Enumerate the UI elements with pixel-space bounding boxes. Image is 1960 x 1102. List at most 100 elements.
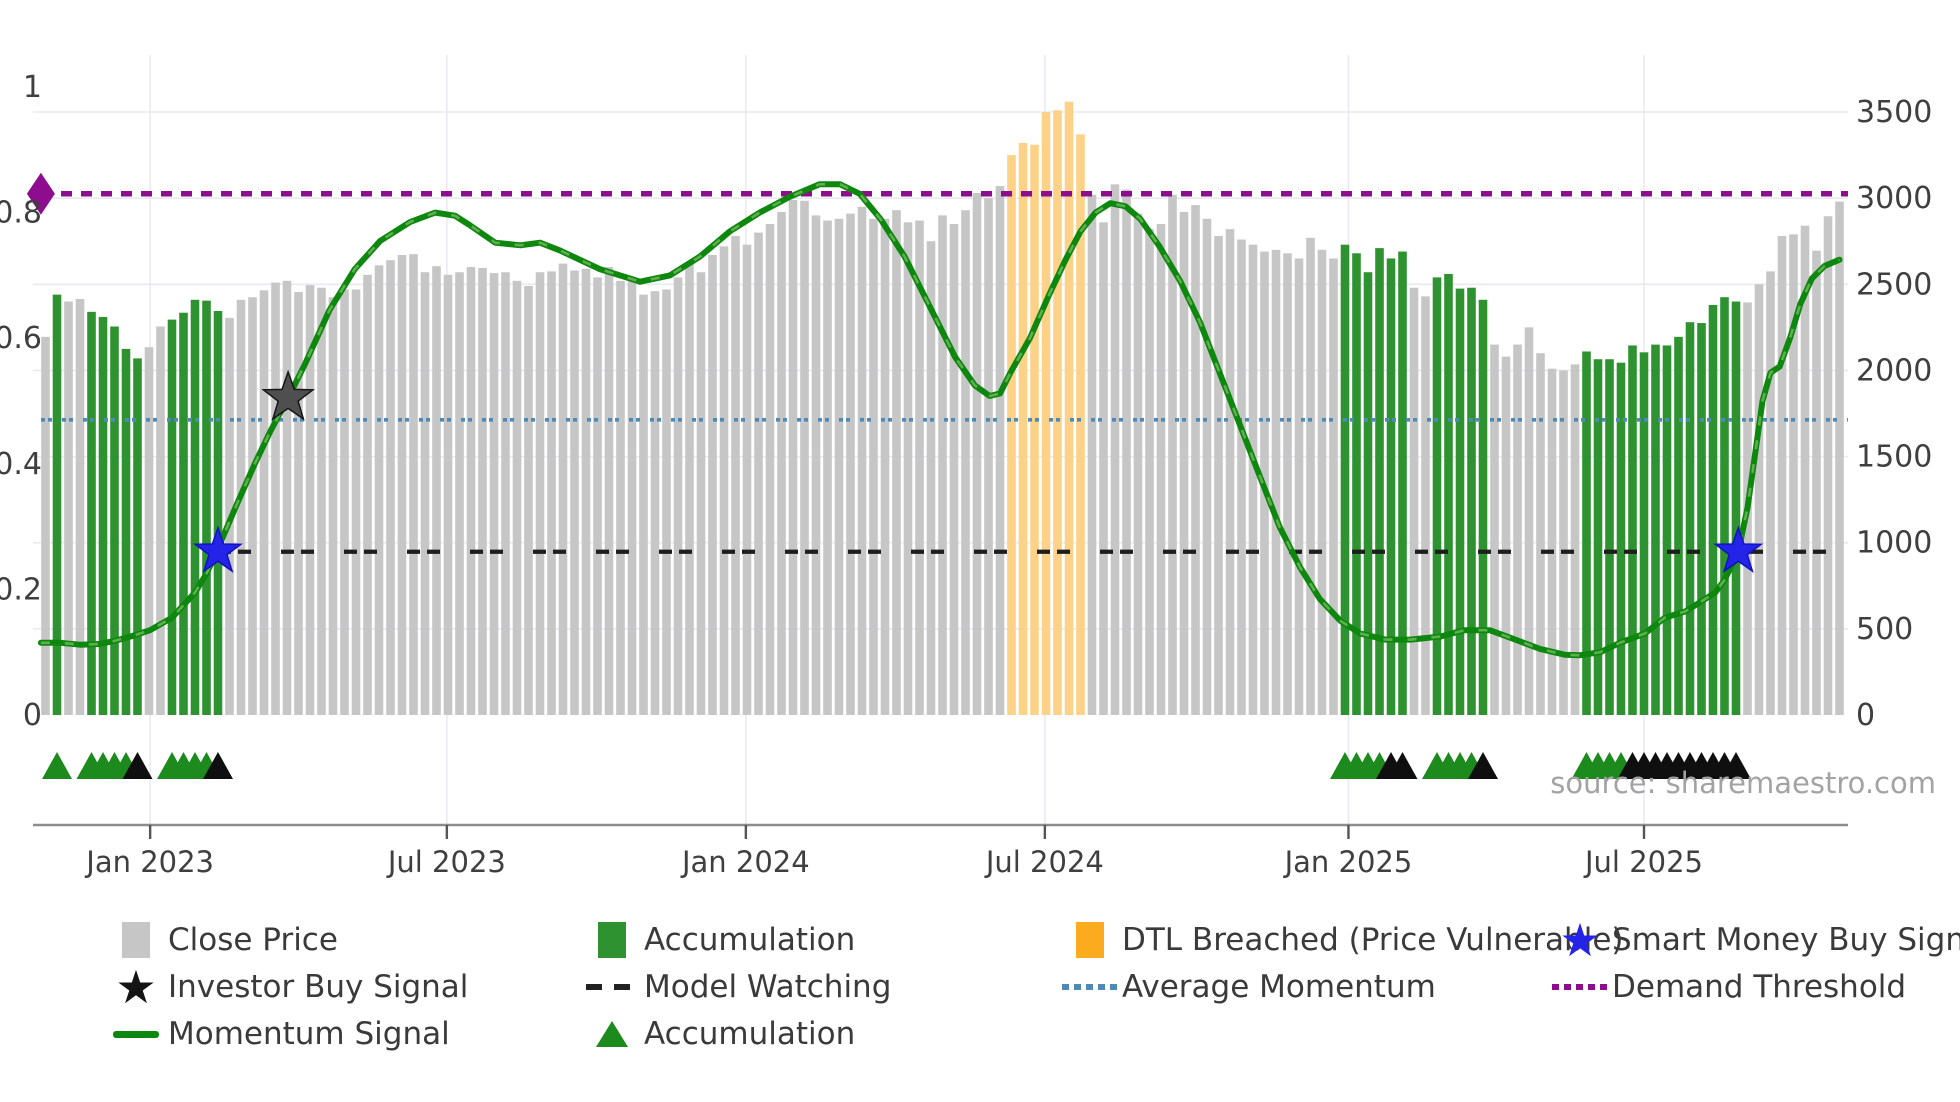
legend-item-momentum-signal: Momentum Signal [104, 1014, 468, 1054]
star-icon: ★ [1559, 913, 1601, 967]
y-axis-left-tick-label: 0.8 [0, 196, 42, 231]
triangle-icon [580, 1021, 644, 1047]
x-axis-tick-label: Jul 2023 [386, 845, 506, 879]
close-price-bar [1547, 368, 1557, 715]
legend-label: DTL Breached (Price Vulnerable) [1122, 922, 1624, 958]
accumulation-bar [1398, 251, 1407, 715]
x-axis-tick-label: Jan 2024 [680, 845, 810, 879]
close-price-bar [478, 267, 487, 715]
legend-column-2: Accumulation Model Watching Accumulation [580, 920, 891, 1054]
legend-label: Accumulation [644, 922, 856, 958]
close-price-bar [938, 215, 947, 715]
accumulation-bar [1582, 351, 1591, 715]
close-price-bar [995, 186, 1005, 715]
close-price-bar [328, 297, 338, 715]
close-price-bar [1490, 344, 1499, 715]
close-price-bar [1812, 250, 1821, 715]
close-price-bar [880, 218, 890, 715]
close-price-bar [616, 280, 625, 715]
x-axis-tick-label: Jan 2023 [84, 845, 214, 879]
close-price-bar [259, 290, 269, 715]
close-price-bar [1191, 205, 1200, 715]
legend-item-accumulation-bars: Accumulation [580, 920, 891, 960]
dtl-breached-bar [1041, 112, 1051, 715]
y-axis-right-tick-label: 1000 [1856, 526, 1932, 561]
y-axis-left-tick-label: 0.6 [0, 321, 42, 356]
star-icon: ★ [115, 960, 157, 1014]
close-price-bar [604, 267, 614, 715]
close-price-bar [1317, 249, 1327, 716]
close-price-bars [41, 101, 1844, 716]
close-price-bar [248, 297, 257, 715]
legend-label: Momentum Signal [168, 1016, 450, 1052]
x-axis-tick-label: Jul 2024 [984, 845, 1104, 879]
accumulation-bar [87, 311, 96, 715]
close-price-bar [742, 244, 752, 715]
accumulation-bar [1708, 304, 1718, 715]
close-price-bar [1754, 284, 1764, 715]
y-axis-left-momentum: 1 0.8 0.6 0.4 0.2 0 [0, 70, 42, 733]
legend-column-1: Close Price ★ Investor Buy Signal Momentum … [104, 920, 468, 1054]
close-price-bar [144, 347, 154, 715]
close-price-bar [1835, 201, 1844, 716]
close-price-bar [397, 254, 407, 716]
source-note: source: sharemaestro.com [1550, 766, 1936, 800]
accumulation-bar [213, 310, 223, 715]
line-swatch-icon [104, 1030, 168, 1038]
legend-label: Accumulation [644, 1016, 856, 1052]
accumulation-bar [110, 326, 119, 715]
close-price-bar [823, 220, 832, 716]
accumulation-bar [179, 312, 188, 715]
legend-label: Investor Buy Signal [168, 969, 469, 1005]
accumulation-bar [52, 294, 62, 715]
accumulation-bar [121, 348, 131, 715]
legend-item-smart-money-buy-signal: ★ Smart Money Buy Signal [1548, 913, 1960, 967]
close-price-bar [547, 271, 556, 715]
legend-item-investor-buy-signal: ★ Investor Buy Signal [104, 960, 469, 1014]
close-price-bar [857, 206, 867, 715]
legend-label: Average Momentum [1122, 969, 1436, 1005]
close-price-bar [156, 326, 165, 715]
close-price-bar [915, 220, 924, 716]
legend-label: Smart Money Buy Signal [1612, 922, 1960, 958]
close-price-bar [1237, 239, 1246, 715]
close-price-bar [719, 246, 729, 715]
y-axis-right-tick-label: 3500 [1856, 95, 1932, 130]
dtl-breached-bar [1007, 155, 1016, 716]
close-price-bar [1306, 237, 1315, 716]
close-price-bar [639, 294, 648, 715]
close-price-bar [1133, 213, 1143, 716]
close-price-bar [903, 222, 913, 715]
close-price-bar [673, 277, 683, 715]
close-price-bar [1329, 258, 1338, 715]
accumulation-bar [1444, 273, 1453, 715]
accumulation-bar [1731, 301, 1741, 715]
close-price-bar [1225, 229, 1235, 715]
legend-column-4: ★ Smart Money Buy Signal Demand Threshold [1548, 913, 1960, 1007]
close-price-bar [443, 274, 453, 715]
legend-label: Demand Threshold [1612, 969, 1907, 1005]
close-price-bar [662, 289, 671, 715]
close-price-bar [363, 274, 372, 715]
legend-item-model-watching: Model Watching [580, 967, 891, 1007]
close-price-bar [420, 272, 430, 715]
close-price-bar [1168, 194, 1177, 715]
legend-item-dtl-breached: DTL Breached (Price Vulnerable) [1058, 920, 1623, 960]
close-price-bar [1087, 194, 1097, 715]
square-swatch-icon [1058, 922, 1122, 958]
close-price-bar [305, 285, 315, 715]
accumulation-bar [1363, 272, 1373, 715]
close-price-bar [535, 272, 545, 715]
accumulation-bar [1467, 287, 1476, 715]
close-price-bar [1110, 184, 1120, 716]
x-axis-tick-label: Jan 2025 [1283, 845, 1413, 879]
close-price-bar [317, 287, 326, 715]
x-axis-tick-label: Jul 2025 [1583, 845, 1703, 879]
smart-money-buy-signal-star-icon [193, 525, 243, 573]
close-price-bar [512, 280, 522, 715]
accumulation-triangle-row [42, 752, 1751, 779]
close-price-bar [1145, 229, 1154, 715]
dashed-line-swatch-icon [580, 984, 644, 990]
close-price-bar [386, 260, 395, 715]
close-price-bar [282, 280, 292, 715]
